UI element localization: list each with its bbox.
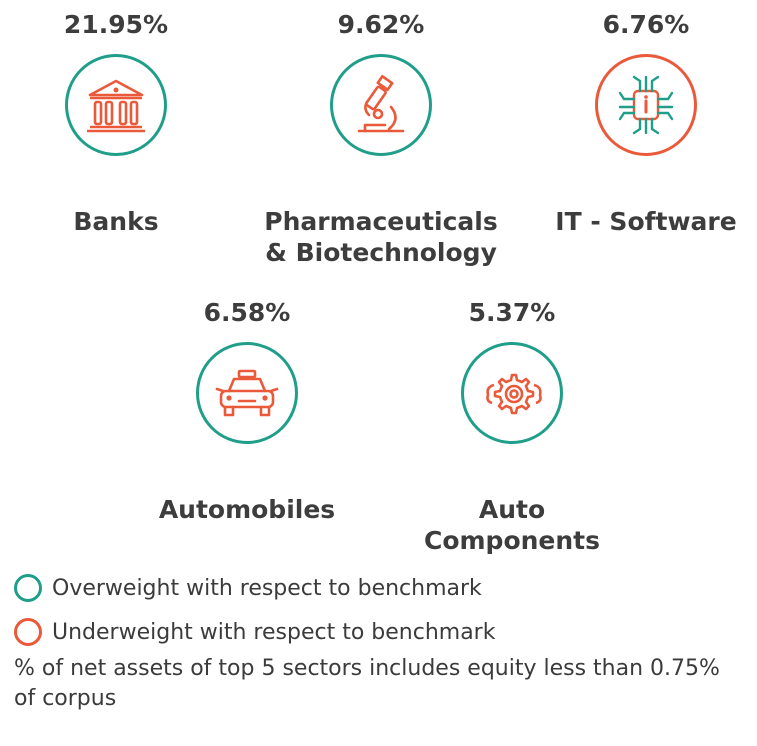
legend-label: Underweight with respect to benchmark xyxy=(52,619,496,645)
sector-name-line2: Components xyxy=(423,526,601,555)
sector-name: Auto xyxy=(478,495,546,524)
sector-pharmaceuticals: 9.62% Pharmaceuticals & Biotechnology xyxy=(251,10,511,270)
overweight-circle xyxy=(461,342,563,444)
sector-banks: 21.95% Banks xyxy=(0,10,246,240)
overweight-circle xyxy=(330,54,432,156)
overweight-circle xyxy=(196,342,298,444)
gears-icon xyxy=(486,373,542,415)
bank-icon xyxy=(87,79,145,133)
underweight-legend-icon xyxy=(14,618,42,646)
chip-icon xyxy=(618,75,674,135)
overweight-legend-icon xyxy=(14,574,42,602)
sector-it-software: 6.76% IT - Software xyxy=(516,10,757,240)
sector-value: 9.62% xyxy=(337,10,425,39)
underweight-circle xyxy=(595,54,697,156)
car-icon xyxy=(215,369,279,417)
legend-overweight: Overweight with respect to benchmark xyxy=(14,572,482,604)
legend-label: Overweight with respect to benchmark xyxy=(52,575,482,601)
sector-auto-components: 5.37% Auto Components xyxy=(382,298,642,558)
sector-value: 6.76% xyxy=(602,10,690,39)
sector-name: Banks xyxy=(73,207,159,236)
sector-name-line2: & Biotechnology xyxy=(265,238,497,267)
microscope-icon xyxy=(357,74,405,133)
sector-name: Pharmaceuticals xyxy=(264,207,498,236)
sector-automobiles: 6.58% Automobiles xyxy=(117,298,377,528)
sector-name: IT - Software xyxy=(555,207,737,236)
sector-name: Automobiles xyxy=(158,495,336,524)
footnote: % of net assets of top 5 sectors include… xyxy=(14,656,720,711)
sector-value: 5.37% xyxy=(468,298,556,327)
sector-value: 21.95% xyxy=(63,10,169,39)
overweight-circle xyxy=(65,54,167,156)
legend-underweight: Underweight with respect to benchmark xyxy=(14,616,495,648)
sector-value: 6.58% xyxy=(203,298,291,327)
